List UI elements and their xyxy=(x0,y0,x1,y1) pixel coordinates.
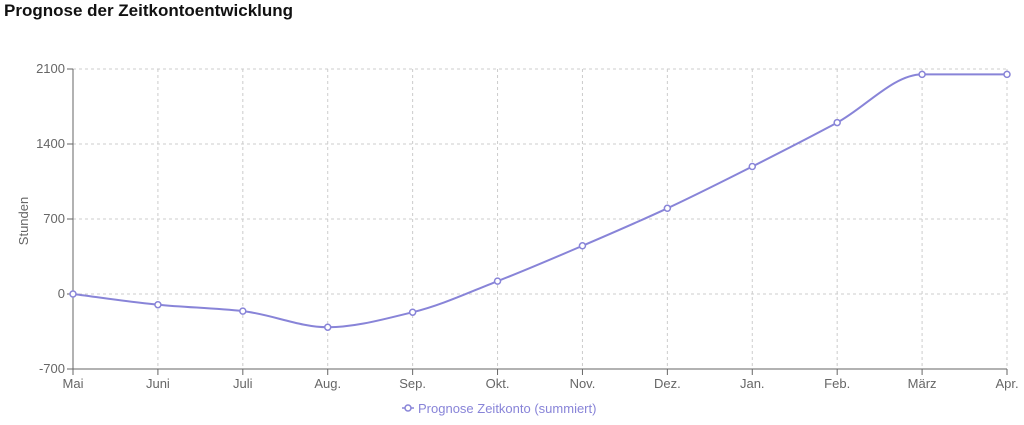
point xyxy=(663,204,672,213)
x-tick-label: Feb. xyxy=(824,376,850,391)
y-tick-label: 2100 xyxy=(36,61,65,76)
point xyxy=(69,290,77,298)
chart-title: Prognose der Zeitkontoentwicklung xyxy=(4,1,293,20)
legend-icon xyxy=(404,404,412,412)
y-axis-label: Stunden xyxy=(16,197,31,245)
x-tick-label: Juli xyxy=(233,376,253,391)
y-tick-label: 0 xyxy=(58,286,65,301)
x-tick-label: Juni xyxy=(146,376,170,391)
y-tick-label: 700 xyxy=(43,211,65,226)
x-tick-label: Nov. xyxy=(570,376,596,391)
x-tick-label: Aug. xyxy=(314,376,341,391)
point xyxy=(239,307,247,315)
legend-label: Prognose Zeitkonto (summiert) xyxy=(418,401,596,416)
point xyxy=(918,70,926,79)
point xyxy=(154,300,162,309)
point xyxy=(1003,70,1011,79)
x-tick-label: Dez. xyxy=(654,376,681,391)
point xyxy=(748,162,757,171)
x-tick-label: Sep. xyxy=(399,376,426,391)
point xyxy=(323,323,332,331)
point xyxy=(578,242,587,250)
line xyxy=(72,73,1007,329)
x-tick-label: März xyxy=(908,376,937,391)
y-tick-label: -700 xyxy=(39,361,65,376)
point xyxy=(833,118,841,127)
point xyxy=(408,308,417,316)
x-tick-label: Apr. xyxy=(995,376,1018,391)
point xyxy=(493,277,502,285)
y-tick-label: 1400 xyxy=(36,136,65,151)
x-tick-label: Jan. xyxy=(740,376,765,391)
x-tick-label: Mai xyxy=(63,376,84,391)
x-tick-label: Okt. xyxy=(486,376,510,391)
